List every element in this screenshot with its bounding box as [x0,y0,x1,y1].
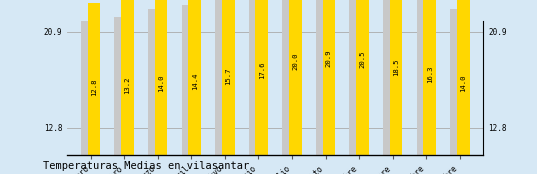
Bar [182,5,194,155]
Bar [81,21,93,155]
Bar [282,0,295,155]
Bar [155,0,168,155]
Text: 15.7: 15.7 [225,68,231,85]
Bar [114,17,127,155]
Bar [457,0,469,155]
Text: 20.5: 20.5 [359,51,366,68]
Bar [215,0,228,155]
Text: 16.3: 16.3 [426,66,433,83]
Bar [188,0,201,155]
Bar [356,0,369,155]
Text: 14.0: 14.0 [460,74,466,92]
Text: 12.8: 12.8 [91,78,97,96]
Bar [88,3,100,155]
Text: 17.6: 17.6 [259,61,265,79]
Bar [383,0,396,155]
Bar [423,0,436,155]
Bar [256,0,268,155]
Text: Temperaturas Medias en vilasantar: Temperaturas Medias en vilasantar [43,161,249,171]
Bar [417,0,429,155]
Bar [350,0,362,155]
Text: 20.0: 20.0 [292,53,299,70]
Bar [316,0,329,155]
Bar [249,0,262,155]
Bar [289,0,302,155]
Bar [450,9,463,155]
Bar [121,0,134,155]
Text: 18.5: 18.5 [393,58,399,76]
Text: 20.9: 20.9 [326,49,332,67]
Bar [148,9,161,155]
Text: 14.0: 14.0 [158,74,164,92]
Text: 13.2: 13.2 [125,77,130,94]
Bar [323,0,335,155]
Bar [222,0,235,155]
Text: 14.4: 14.4 [192,73,198,90]
Bar [390,0,402,155]
